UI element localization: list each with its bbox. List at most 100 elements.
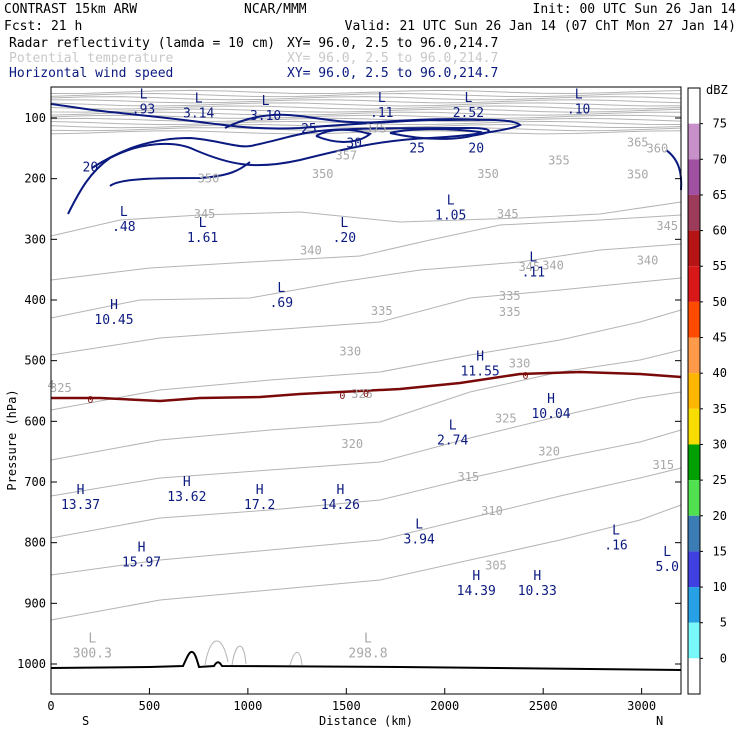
extremum-value: 298.8 [348, 647, 387, 662]
colorbar-level-label: 35 [713, 402, 727, 416]
x-tick-label: 2000 [430, 699, 459, 713]
y-tick-label: 300 [24, 232, 46, 246]
zero-isotherm-label: 0 [339, 391, 345, 402]
colorbar-swatch [688, 444, 700, 481]
field-xy-theta: XY= 96.0, 2.5 to 96.0,214.7 [287, 51, 498, 66]
colorbar-swatch [688, 658, 700, 694]
extremum-value: 2.52 [453, 106, 484, 121]
extremum-marker: L [120, 205, 128, 220]
y-tick-label: 500 [24, 354, 46, 368]
extremum-value: .10 [567, 102, 590, 117]
y-tick-label: 1000 [17, 657, 46, 671]
theta-label: 340 [300, 243, 322, 257]
theta-contour [50, 214, 682, 281]
extremum-marker: H [472, 569, 480, 584]
theta-label: 350 [627, 167, 649, 181]
wind-speed-contour [109, 161, 251, 187]
zero-isotherm-label: 0 [522, 371, 528, 382]
colorbar-level-label: 45 [713, 331, 727, 345]
theta-label: 350 [198, 172, 220, 186]
theta-label: 345 [194, 207, 216, 221]
extremum-marker: L [575, 87, 583, 102]
organization: NCAR/MMM [244, 2, 307, 17]
model-name: CONTRAST 15km ARW [4, 2, 137, 17]
colorbar-swatch [688, 88, 700, 124]
colorbar-swatch [688, 123, 700, 160]
theta-label: 305 [485, 559, 507, 573]
extremum-value: .93 [132, 102, 155, 117]
colorbar-swatch [688, 301, 700, 338]
extremum-marker: L [364, 632, 372, 647]
theta-label: 320 [538, 445, 560, 459]
colorbar-swatch [688, 337, 700, 374]
extremum-marker: H [256, 483, 264, 498]
theta-contour [50, 102, 682, 107]
colorbar-level-label: 30 [713, 437, 727, 451]
theta-label: 335 [499, 289, 521, 303]
terrain-profile [50, 650, 682, 671]
y-tick-label: 200 [24, 172, 46, 186]
colorbar-level-label: 15 [713, 544, 727, 558]
colorbar-level-label: 55 [713, 259, 727, 273]
theta-contour [50, 114, 682, 119]
theta-contour [50, 117, 682, 122]
theta-contour [50, 277, 682, 356]
wind-speed-label: 25 [301, 122, 317, 137]
theta-contour [204, 640, 303, 666]
theta-contour [50, 99, 682, 104]
colorbar-swatch [688, 266, 700, 302]
y-axis-title: Pressure (hPa) [5, 389, 19, 490]
theta-contour [50, 108, 682, 113]
x-tick-label: 1500 [332, 699, 361, 713]
wind-speed-label: 25 [409, 141, 425, 156]
x-tick-label: 1000 [233, 699, 262, 713]
wind-speed-label: 20 [468, 141, 484, 156]
colorbar-level-label: 40 [713, 366, 727, 380]
field-label-theta: Potential temperature [9, 51, 174, 66]
colorbar-swatch [688, 480, 700, 516]
colorbar-level-label: 65 [713, 188, 727, 202]
theta-label: 315 [458, 470, 480, 484]
extremum-value: .48 [112, 220, 135, 235]
theta-contour [50, 96, 682, 101]
theta-label: 325 [50, 381, 72, 395]
theta-label: 315 [652, 458, 674, 472]
theta-contour [50, 93, 682, 98]
theta-label: 375 [365, 121, 387, 135]
y-tick-label: 600 [24, 414, 46, 428]
theta-contour [50, 243, 682, 319]
x-tick-label: 500 [139, 699, 161, 713]
theta-label: 325 [351, 387, 373, 401]
theta-contour [50, 504, 682, 621]
extremum-marker: L [447, 194, 455, 209]
extremum-value: 13.37 [61, 498, 100, 513]
theta-label: 345 [497, 207, 519, 221]
extremum-marker: H [138, 541, 146, 556]
extremum-marker: L [449, 419, 457, 434]
extremum-marker: L [140, 87, 148, 102]
wind-speed-contour [50, 103, 522, 215]
colorbar-swatch [688, 159, 700, 195]
extremum-marker: L [277, 281, 285, 296]
theta-label: 365 [627, 135, 649, 149]
colorbar-swatch [688, 230, 700, 267]
extremum-marker: L [199, 216, 207, 231]
extremum-value: 1.05 [435, 209, 466, 224]
extremum-value: 15.97 [122, 556, 161, 571]
extremum-value: .20 [333, 231, 356, 246]
theta-label: 335 [499, 305, 521, 319]
theta-label: 340 [542, 258, 564, 272]
theta-label: 325 [495, 411, 517, 425]
colorbar-level-label: 60 [713, 224, 727, 238]
x-tick-label: 0 [47, 699, 54, 713]
extremum-marker: L [340, 216, 348, 231]
extremum-marker: L [612, 524, 620, 539]
terrain-line [50, 650, 682, 671]
wind-speed-contours [50, 103, 683, 215]
extremum-marker: L [262, 94, 270, 109]
colorbar-swatch [688, 551, 700, 588]
colorbar-level-label: 0 [720, 651, 727, 665]
field-xy-reflectivity: XY= 96.0, 2.5 to 96.0,214.7 [287, 36, 498, 51]
theta-contour [50, 105, 682, 110]
